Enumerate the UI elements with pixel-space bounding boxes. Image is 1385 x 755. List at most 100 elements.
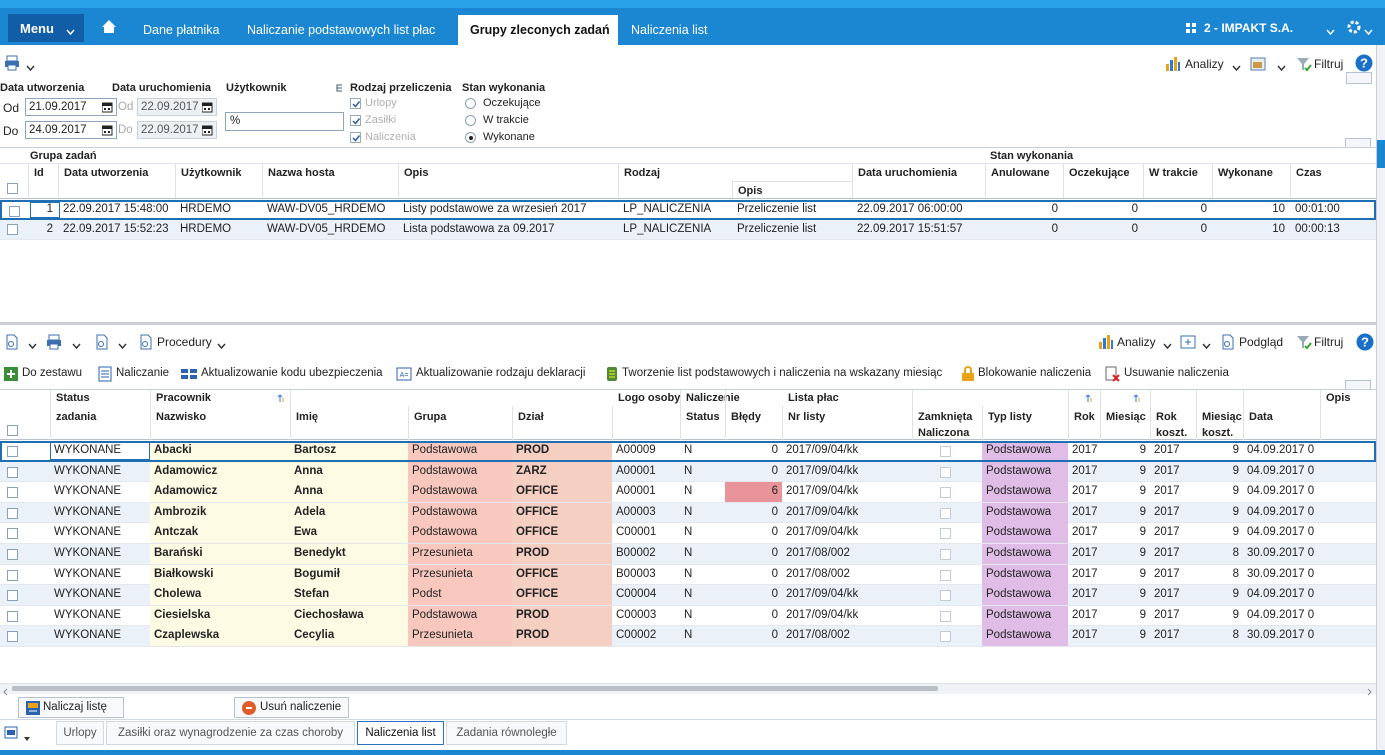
table-cell: 0 (725, 503, 782, 523)
checkbox[interactable] (7, 631, 18, 642)
action-button[interactable]: Naliczanie (116, 367, 169, 379)
cell-checkbox[interactable] (940, 590, 951, 601)
button[interactable]: Usuń naliczenie (234, 697, 349, 718)
checkbox[interactable] (7, 508, 18, 519)
table-row[interactable]: WYKONANEAdamowiczAnnaPodstawowaZARZA0000… (0, 462, 1376, 483)
toolbar-podglad[interactable]: Podgląd (1239, 335, 1283, 349)
nav-tab[interactable]: Naliczenia list (618, 15, 718, 45)
button-label: Naliczaj listę (43, 701, 107, 713)
bottom-tab[interactable]: Zasiłki oraz wynagrodzenie za czas choro… (106, 721, 355, 745)
kind-option: Naliczenia (365, 131, 416, 143)
table-row[interactable]: WYKONANEAdamowiczAnnaPodstawowaOFFICEA00… (0, 482, 1376, 503)
column-header: Data utworzenia (64, 167, 171, 179)
icon-graphic (3, 366, 19, 382)
checkbox[interactable] (7, 467, 18, 478)
bottom-tab[interactable]: Urlopy (56, 721, 104, 745)
table-cell: 0 (1143, 200, 1212, 219)
toolbar-analizy[interactable]: Analizy (1185, 57, 1224, 71)
cell-checkbox[interactable] (940, 631, 951, 642)
table-row[interactable]: WYKONANEAntczakEwaPodstawowaOFFICEC00001… (0, 523, 1376, 544)
cell-checkbox[interactable] (940, 528, 951, 539)
cell-checkbox[interactable] (940, 611, 951, 622)
toolbar-filtruj[interactable]: Filtruj (1314, 57, 1343, 71)
icon (1296, 56, 1312, 72)
checkbox[interactable] (7, 570, 18, 581)
table-cell: Ciechosława (290, 606, 408, 626)
icon-shape (204, 131, 206, 133)
chevron (217, 339, 226, 347)
radio[interactable] (465, 115, 476, 126)
action-button[interactable]: Aktualizowanie kodu ubezpieczenia (201, 367, 383, 379)
bottom-tab[interactable]: Naliczenia list (357, 721, 444, 745)
table-cell: WYKONANE (50, 462, 150, 482)
checkbox[interactable] (7, 487, 18, 498)
checkbox[interactable] (7, 425, 18, 436)
toolbar-analizy[interactable]: Analizy (1117, 335, 1156, 349)
checkbox[interactable] (7, 224, 18, 235)
checkbox[interactable] (350, 98, 361, 109)
table-row[interactable]: 222.09.2017 15:52:23HRDEMOWAW-DV05_HRDEM… (0, 220, 1376, 240)
table-row[interactable]: WYKONANEAbackiBartoszPodstawowaPRODA0000… (0, 441, 1376, 462)
table-row[interactable]: WYKONANECzaplewskaCecyliaPrzesunietaPROD… (0, 626, 1376, 647)
cell-checkbox[interactable] (940, 467, 951, 478)
sub-divider (732, 181, 852, 182)
checkbox[interactable] (7, 183, 18, 194)
column-header: Czas (1296, 167, 1356, 179)
collapse-button[interactable] (1346, 72, 1372, 84)
cell-checkbox[interactable] (940, 508, 951, 519)
checkbox[interactable] (7, 611, 18, 622)
date-input[interactable]: 24.09.2017 (25, 121, 117, 139)
icon-graphic (277, 393, 285, 403)
toolbar-procedury[interactable]: Procedury (157, 335, 212, 349)
cell-checkbox[interactable] (940, 549, 951, 560)
header-line (0, 163, 1376, 164)
scrollbar-thumb[interactable] (12, 686, 938, 691)
table-cell: Podstawowa (408, 523, 512, 543)
cell-checkbox[interactable] (940, 570, 951, 581)
table-cell: Podstawowa (982, 482, 1068, 502)
nav-tab[interactable]: Dane płatnika (130, 15, 235, 45)
checkbox[interactable] (350, 115, 361, 126)
button[interactable]: Naliczaj listę (18, 697, 124, 718)
table-cell: 8 (1196, 544, 1243, 564)
table-row[interactable]: WYKONANECholewaStefanPodstOFFICEC00004N0… (0, 585, 1376, 606)
table-cell: 2017 (1068, 606, 1100, 626)
icon (1180, 334, 1196, 350)
action-button[interactable]: Aktualizowanie rodzaju deklaracji (416, 367, 585, 379)
table-row[interactable]: WYKONANECiesielskaCiechosławaPodstawowaP… (0, 606, 1376, 627)
action-button[interactable]: Do zestawu (22, 367, 82, 379)
date-input[interactable]: 21.09.2017 (25, 98, 117, 116)
menu-button[interactable]: Menu (8, 14, 84, 42)
table-row[interactable]: WYKONANEBiałkowskiBogumiłPrzesunietaOFFI… (0, 565, 1376, 586)
table-row[interactable]: 122.09.2017 15:48:00HRDEMOWAW-DV05_HRDEM… (0, 200, 1376, 220)
radio[interactable] (465, 98, 476, 109)
checkbox[interactable] (7, 590, 18, 601)
checkbox[interactable] (9, 206, 20, 217)
table-cell: 04.09.2017 0 (1243, 585, 1320, 605)
table-cell: OFFICE (512, 503, 612, 523)
company-name[interactable]: 2 - IMPAKT S.A. (1204, 21, 1293, 35)
table-cell: 9 (1100, 565, 1150, 585)
radio[interactable] (465, 132, 476, 143)
cell-checkbox[interactable] (940, 487, 951, 498)
action-button[interactable]: Blokowanie naliczenia (978, 367, 1091, 379)
checkbox[interactable] (7, 528, 18, 539)
nav-tab[interactable]: Grupy zleconych zadań (458, 15, 618, 45)
toolbar-filtruj[interactable]: Filtruj (1314, 335, 1343, 349)
group-header: Grupa zadań (30, 150, 97, 162)
icon-shape (28, 703, 38, 708)
table-cell: Podstawowa (408, 606, 512, 626)
user-input[interactable]: % (225, 112, 344, 131)
checkbox[interactable] (350, 132, 361, 143)
icon (1165, 56, 1181, 72)
action-button[interactable]: Usuwanie naliczenia (1124, 367, 1229, 379)
icon-graphic (1366, 688, 1373, 696)
nav-tab[interactable]: Naliczanie podstawowych list płac (234, 15, 454, 45)
table-row[interactable]: WYKONANEBarańskiBenedyktPrzesunietaPRODB… (0, 544, 1376, 565)
checkbox[interactable] (7, 549, 18, 560)
table-cell: Benedykt (290, 544, 408, 564)
icon-graphic (94, 334, 110, 350)
table-row[interactable]: WYKONANEAmbrozikAdelaPodstawowaOFFICEA00… (0, 503, 1376, 524)
bottom-tab[interactable]: Zadania równoległe (446, 721, 567, 745)
action-button[interactable]: Tworzenie list podstawowych i naliczenia… (622, 367, 942, 379)
